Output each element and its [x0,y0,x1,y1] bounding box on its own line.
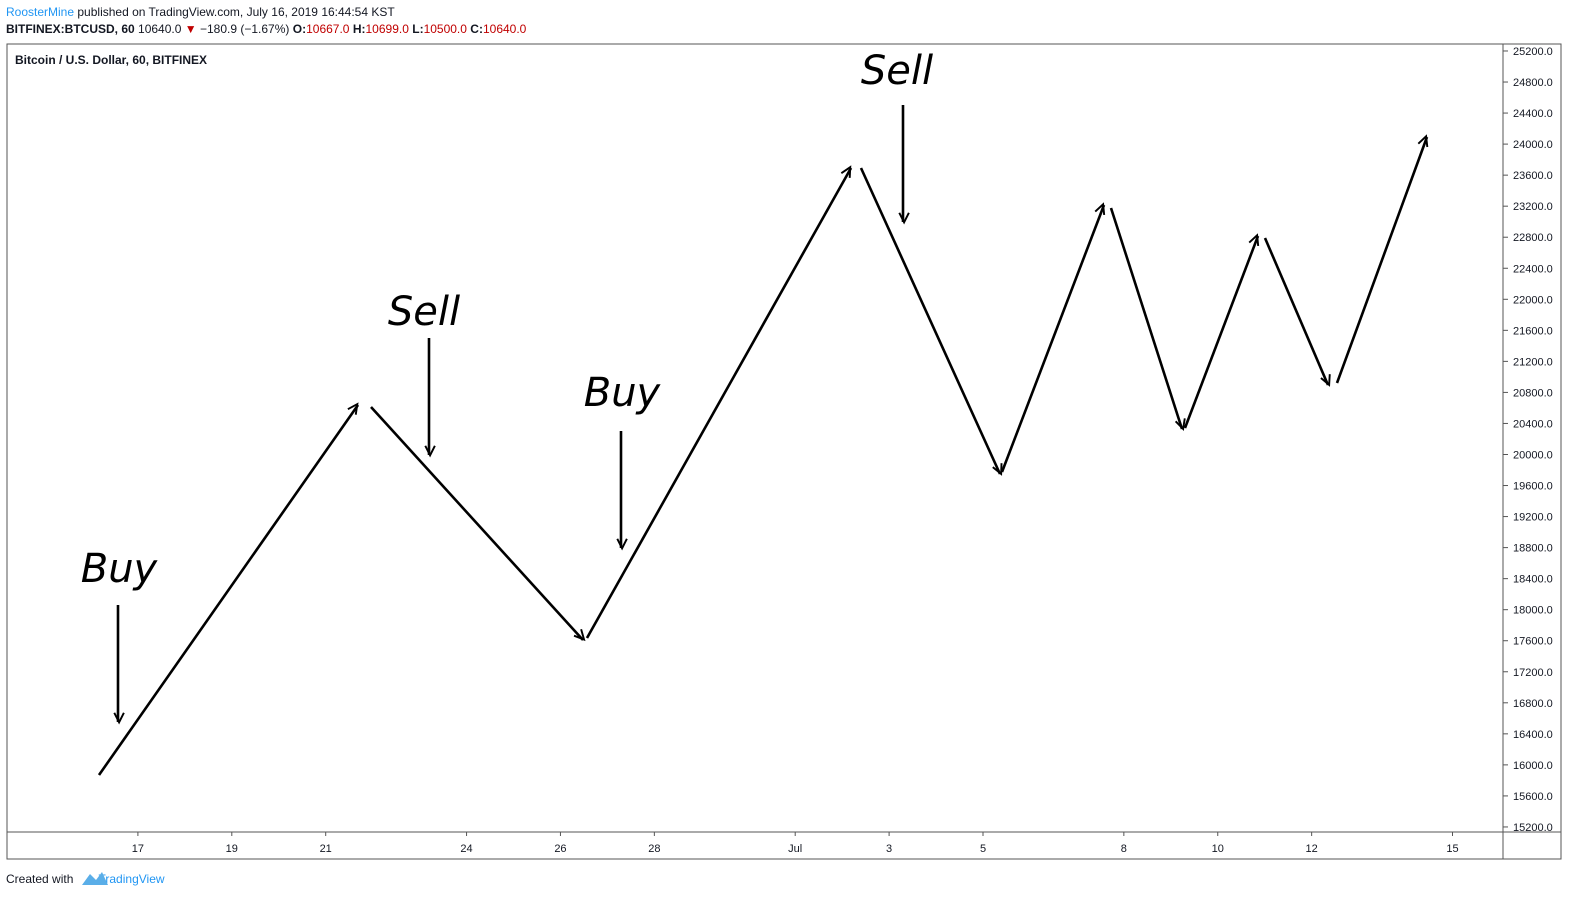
open: 10667.0 [306,22,350,36]
o-label: O: [293,22,306,36]
quote-line: BITFINEX:BTCUSD, 60 10640.0 ▼ −180.9 (−1… [6,22,527,36]
y-tick-label: 23600.0 [1513,170,1553,182]
author[interactable]: RoosterMine [6,5,74,19]
y-tick-label: 19600.0 [1513,481,1553,493]
x-tick-label: 8 [1121,843,1127,855]
x-tick-label: 17 [132,843,144,855]
y-tick-label: 22800.0 [1513,232,1553,244]
y-tick-label: 24400.0 [1513,108,1553,120]
drawings: Buy Sell Buy Sell [81,48,1429,776]
y-tick-label: 16800.0 [1513,698,1553,710]
trend-arrow [859,167,1003,476]
low: 10500.0 [424,22,468,36]
y-tick-label: 19200.0 [1513,512,1553,524]
x-tick-label: Jul [788,843,802,855]
c-label: C: [470,22,483,36]
x-tick-label: 21 [320,843,332,855]
y-tick-label: 21600.0 [1513,325,1553,337]
y-tick-label: 21200.0 [1513,356,1553,368]
y-tick-label: 16400.0 [1513,729,1553,741]
x-tick-label: 15 [1446,843,1458,855]
close: 10640.0 [483,22,527,36]
annotation: Sell [861,48,933,94]
change: −180.9 (−1.67%) [200,22,289,36]
annotation: Sell [388,289,460,335]
brand-logo [82,872,108,885]
y-tick-label: 22000.0 [1513,294,1553,306]
x-tick-label: 28 [648,843,660,855]
y-tick-label: 20000.0 [1513,449,1553,461]
y-tick-label: 16000.0 [1513,760,1553,772]
trend-arrow [1109,207,1186,432]
y-tick-label: 25200.0 [1513,46,1553,58]
axes: 15200.015600.016000.016400.016800.017200… [132,46,1553,855]
trend-arrow [1183,233,1260,429]
trend-arrow [585,165,853,639]
change-icon: ▼ [185,22,197,36]
h-label: H: [353,22,366,36]
annotation: Buy [584,370,662,416]
brand[interactable]: TradingView [99,872,165,886]
x-tick-label: 5 [980,843,986,855]
trend-arrow [1335,134,1429,384]
trend-arrow [1000,202,1106,473]
chart-frame [6,43,1562,860]
y-tick-label: 20400.0 [1513,418,1553,430]
y-tick-label: 18800.0 [1513,543,1553,555]
created-with: Created with [6,872,73,886]
y-tick-label: 24800.0 [1513,77,1553,89]
annotation: Buy [81,546,159,592]
y-tick-label: 17200.0 [1513,667,1553,679]
x-tick-label: 3 [886,843,892,855]
trend-arrow [97,402,360,776]
high: 10699.0 [366,22,410,36]
y-tick-label: 20800.0 [1513,387,1553,399]
y-tick-label: 18400.0 [1513,574,1553,586]
y-tick-label: 15600.0 [1513,791,1553,803]
x-tick-label: 19 [226,843,238,855]
x-tick-label: 10 [1212,843,1224,855]
chart-title: Bitcoin / U.S. Dollar, 60, BITFINEX [15,53,207,67]
footer: Created with TradingView [6,872,165,886]
y-tick-label: 17600.0 [1513,636,1553,648]
x-tick-label: 24 [460,843,472,855]
y-tick-label: 15200.0 [1513,822,1553,834]
last: 10640.0 [138,22,182,36]
y-tick-label: 22400.0 [1513,263,1553,275]
l-label: L: [412,22,423,36]
symbol: BITFINEX:BTCUSD, 60 [6,22,135,36]
trend-arrow [370,406,586,642]
y-tick-label: 24000.0 [1513,139,1553,151]
published: published on TradingView.com, July 16, 2… [77,5,395,19]
y-tick-label: 18000.0 [1513,605,1553,617]
x-tick-label: 26 [554,843,566,855]
trend-arrow [1263,237,1331,387]
x-tick-label: 12 [1306,843,1318,855]
header-line: RoosterMine published on TradingView.com… [6,5,395,19]
y-tick-label: 23200.0 [1513,201,1553,213]
